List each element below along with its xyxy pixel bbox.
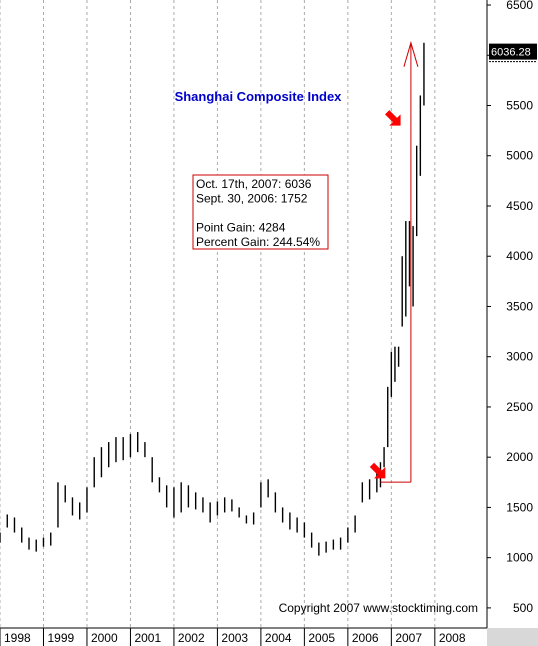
arrow-shape [369, 462, 386, 479]
y-tick-label: 5000 [506, 149, 533, 163]
y-tick-label: 500 [513, 601, 533, 615]
annotation-line-5: Percent Gain: 244.54% [196, 235, 320, 249]
annotation-box: Oct. 17th, 2007: 6036 Sept. 30, 2006: 17… [192, 174, 329, 250]
price-bars [0, 42, 425, 556]
x-tick-label: 1999 [47, 631, 74, 645]
annotation-line-4: Point Gain: 4284 [196, 221, 286, 235]
annotation-line-2: Sept. 30, 2006: 1752 [196, 192, 308, 206]
x-tick-label: 2007 [395, 631, 422, 645]
x-axis-band [0, 628, 538, 646]
x-tick-label: 2002 [178, 631, 205, 645]
arrow-icon [369, 462, 386, 479]
x-tick-label: 2006 [352, 631, 379, 645]
last-value-tag: 6036.28 [489, 43, 537, 63]
y-tick-label: 3500 [506, 299, 533, 313]
x-tick-label: 2004 [265, 631, 292, 645]
y-axis-ticks: 500 1000 1500 2000 2500 3000 3500 4000 4500 5000 5… [487, 0, 533, 615]
y-tick-label: 4500 [506, 199, 533, 213]
last-value-label: 6036.28 [491, 47, 531, 59]
y-tick-label: 3000 [506, 350, 533, 364]
arrow-head [403, 41, 419, 67]
gridlines [0, 0, 436, 628]
copyright-text: Copyright 2007 www.stocktiming.com [279, 601, 478, 615]
arrow-markers [369, 110, 401, 479]
chart-title: Shanghai Composite Index [175, 89, 343, 104]
x-tick-label: 2000 [91, 631, 118, 645]
arrow-shape [385, 110, 401, 126]
y-tick-label: 2000 [506, 450, 533, 464]
x-tick-label: 1998 [4, 631, 31, 645]
x-tick-label: 2003 [221, 631, 248, 645]
x-tick-label: 2005 [308, 631, 335, 645]
y-tick-label: 6500 [506, 0, 533, 12]
x-axis-ticks: 1998 1999 2000 2001 2002 2003 2004 2005 2006 2007… [0, 628, 466, 646]
y-tick-label: 2500 [506, 400, 533, 414]
annotation-line-1: Oct. 17th, 2007: 6036 [196, 177, 312, 191]
reference-lines [380, 41, 419, 483]
y-tick-label: 5500 [506, 99, 533, 113]
arrow-icon [385, 110, 401, 126]
y-tick-label: 1500 [506, 500, 533, 514]
axis-corner [487, 628, 538, 646]
x-tick-label: 2008 [439, 631, 466, 645]
x-tick-label: 2001 [134, 631, 161, 645]
y-tick-label: 4000 [506, 249, 533, 263]
y-tick-label: 1000 [506, 551, 533, 565]
